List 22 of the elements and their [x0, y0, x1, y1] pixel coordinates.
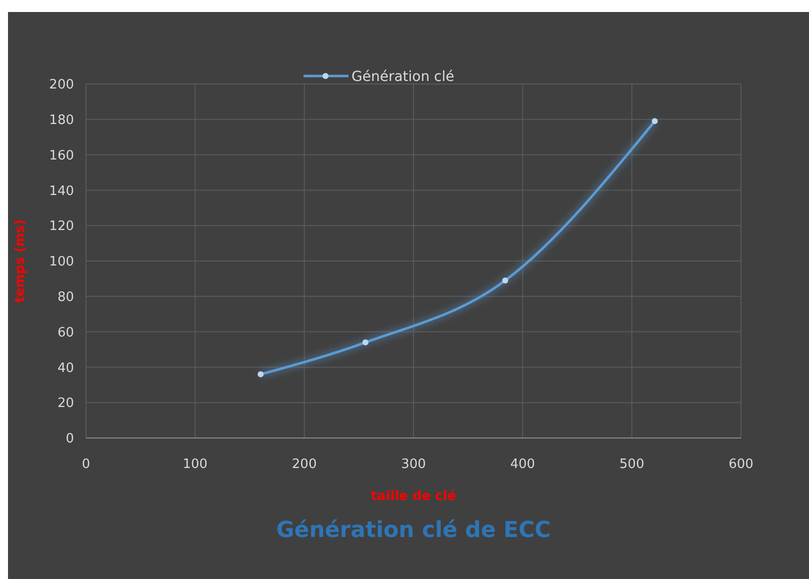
- x-tick-label: 600: [728, 457, 754, 472]
- y-tick-label: 80: [57, 290, 74, 305]
- x-axis-title: taille de clé: [370, 489, 456, 504]
- y-tick-label: 60: [57, 325, 74, 340]
- x-tick-label: 200: [292, 457, 317, 472]
- x-tick-label: 300: [401, 457, 426, 472]
- y-tick-label: 0: [66, 432, 74, 447]
- x-tick-label: 400: [510, 457, 536, 472]
- y-tick-label: 160: [49, 148, 74, 164]
- y-tick-label: 200: [49, 78, 74, 93]
- y-tick-label: 180: [49, 112, 74, 128]
- x-tick-label: 500: [619, 457, 644, 472]
- y-axis-title: temps (ms): [13, 219, 28, 303]
- y-tick-label: 20: [57, 396, 74, 412]
- x-tick-label: 100: [182, 457, 208, 472]
- y-tick-label: 40: [57, 360, 74, 376]
- y-tick-label: 120: [49, 219, 74, 234]
- legend-label: Génération clé: [352, 68, 454, 85]
- y-tick-label: 100: [49, 254, 74, 270]
- y-tick-label: 140: [49, 184, 74, 199]
- x-tick-label: 0: [82, 457, 90, 472]
- text: Génération clé de ECC: [276, 518, 551, 543]
